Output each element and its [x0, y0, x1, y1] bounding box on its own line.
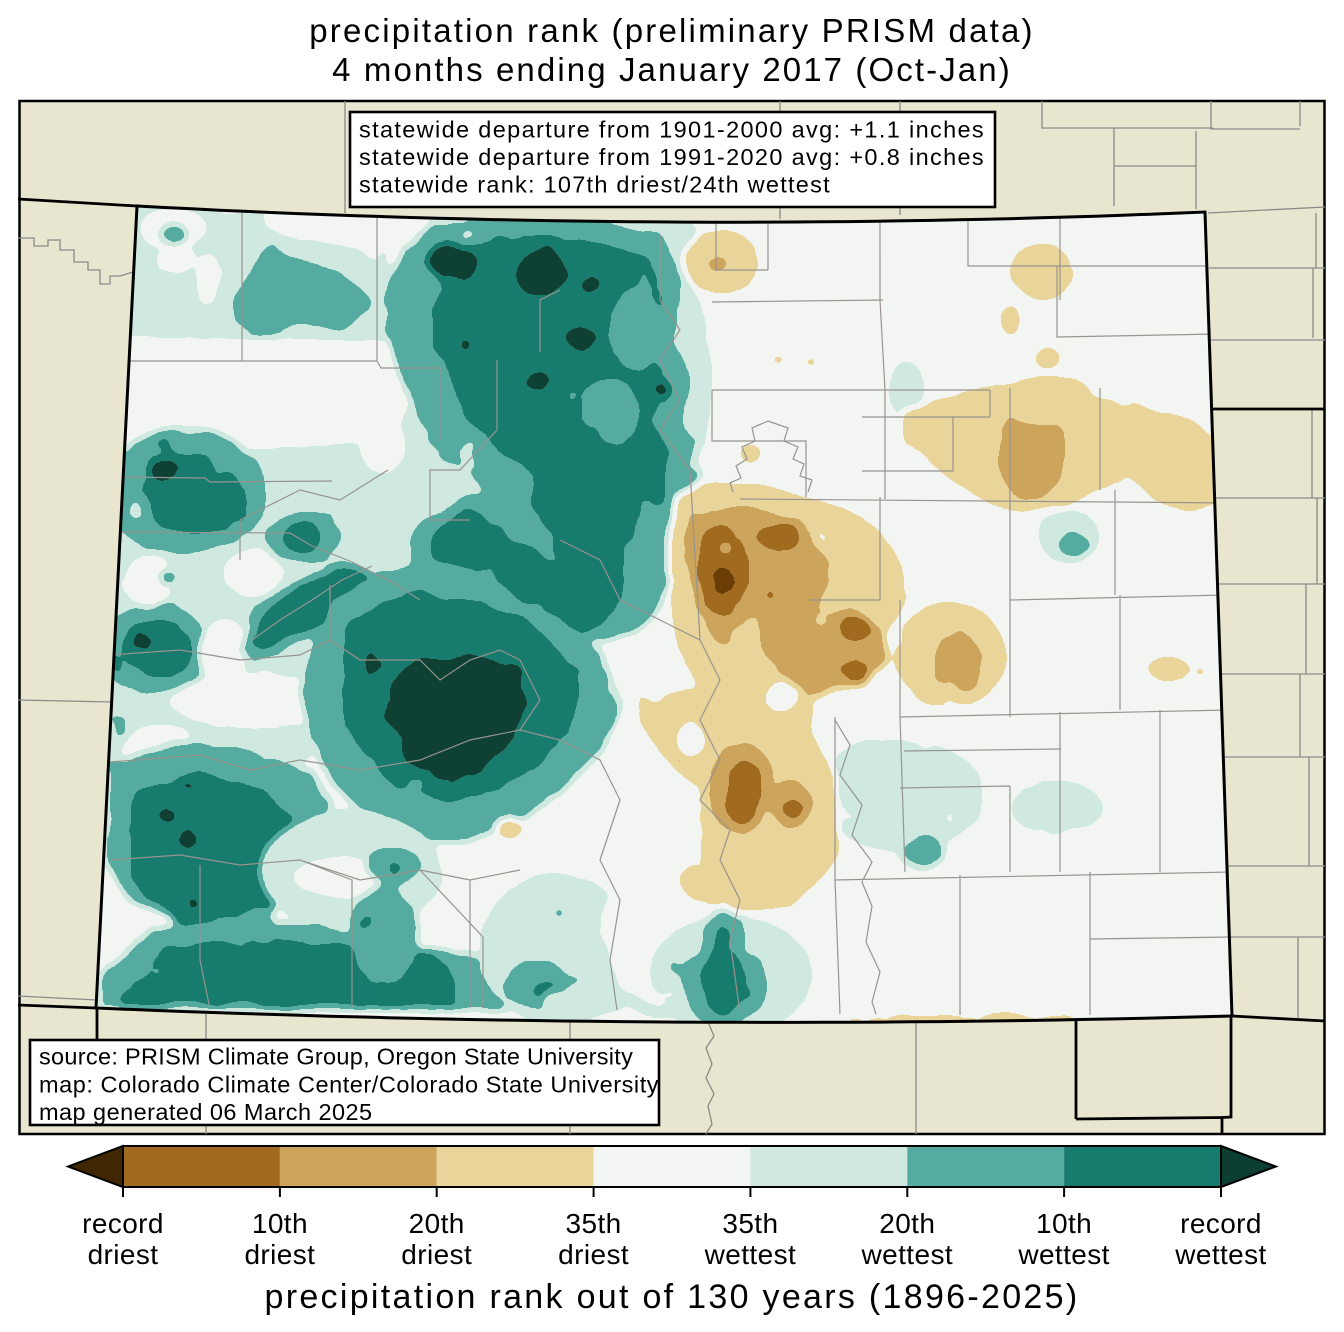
svg-text:10th: 10th: [252, 1208, 308, 1239]
svg-text:statewide departure from 1991-: statewide departure from 1991-2020 avg: …: [359, 144, 985, 170]
svg-text:driest: driest: [558, 1239, 629, 1270]
svg-text:35th: 35th: [566, 1208, 622, 1239]
svg-text:10th: 10th: [1036, 1208, 1092, 1239]
svg-text:wettest: wettest: [1174, 1239, 1267, 1270]
svg-text:source: PRISM Climate Group, O: source: PRISM Climate Group, Oregon Stat…: [39, 1044, 633, 1070]
svg-text:map generated 06 March 2025: map generated 06 March 2025: [39, 1099, 373, 1125]
svg-text:precipitation rank out of 130: precipitation rank out of 130 years (189…: [265, 1278, 1080, 1316]
svg-text:wettest: wettest: [1017, 1239, 1110, 1270]
svg-text:wettest: wettest: [704, 1239, 797, 1270]
svg-text:driest: driest: [88, 1239, 159, 1270]
svg-text:statewide rank: 107th driest/2: statewide rank: 107th driest/24th wettes…: [359, 172, 831, 198]
svg-text:driest: driest: [401, 1239, 472, 1270]
svg-text:35th: 35th: [722, 1208, 778, 1239]
svg-text:20th: 20th: [879, 1208, 935, 1239]
svg-text:map: Colorado Climate Center/C: map: Colorado Climate Center/Colorado St…: [39, 1072, 659, 1098]
svg-text:record: record: [82, 1208, 164, 1239]
svg-text:wettest: wettest: [861, 1239, 954, 1270]
svg-text:4 months ending January 2017 (: 4 months ending January 2017 (Oct-Jan): [332, 51, 1012, 88]
svg-text:driest: driest: [244, 1239, 315, 1270]
svg-text:20th: 20th: [409, 1208, 465, 1239]
svg-text:statewide departure from 1901-: statewide departure from 1901-2000 avg: …: [359, 117, 985, 143]
svg-text:precipitation rank (preliminar: precipitation rank (preliminary PRISM da…: [309, 12, 1035, 49]
svg-text:record: record: [1180, 1208, 1262, 1239]
